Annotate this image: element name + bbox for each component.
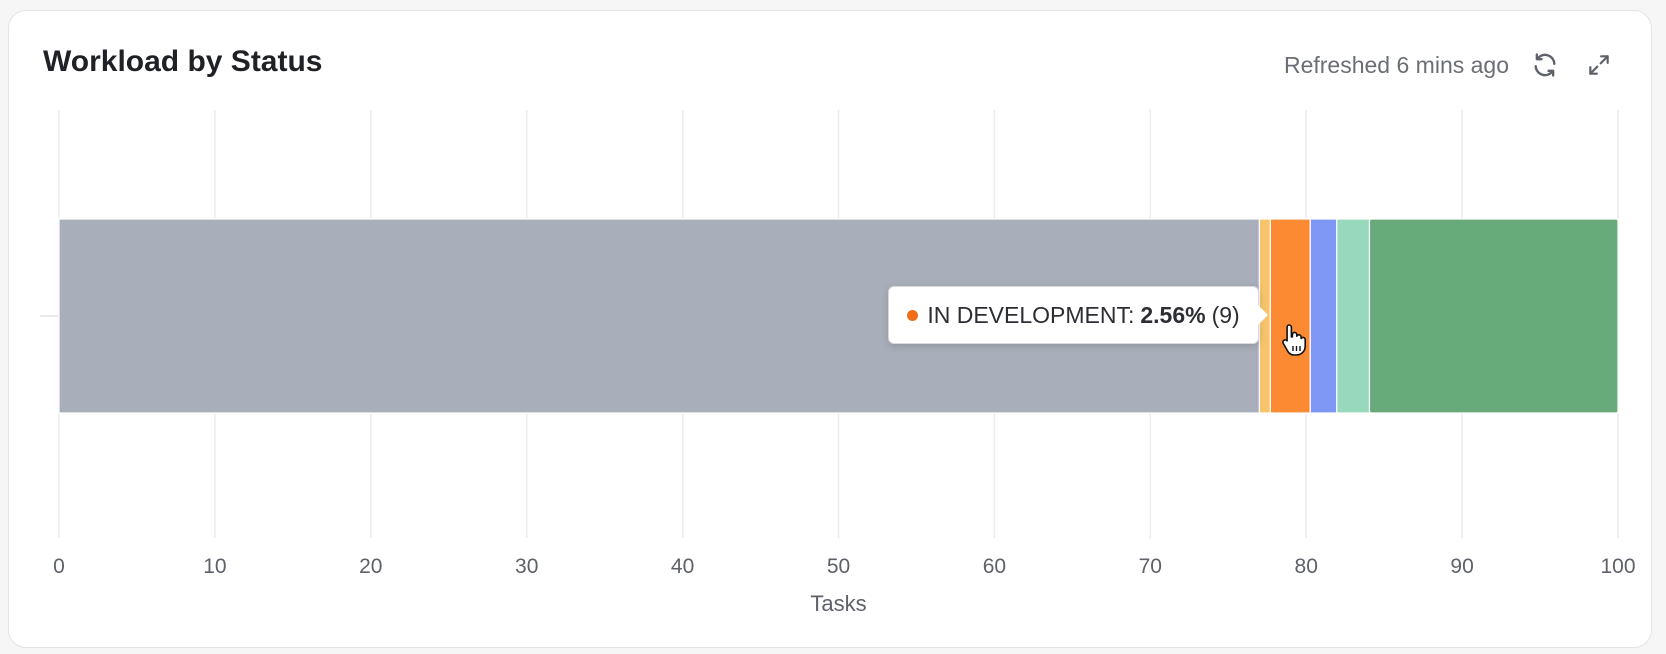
x-tick-label: 90	[1450, 555, 1473, 578]
x-tick-label: 80	[1295, 555, 1318, 578]
x-tick-label: 40	[671, 555, 694, 578]
x-tick-label: 70	[1139, 555, 1162, 578]
tooltip-color-dot	[907, 309, 919, 321]
tooltip-label: IN DEVELOPMENT:	[927, 301, 1135, 328]
refresh-button[interactable]	[1527, 47, 1563, 83]
x-tick-label: 50	[827, 555, 850, 578]
bar-segment-5[interactable]	[1368, 218, 1619, 414]
x-axis-title: Tasks	[810, 591, 866, 616]
x-tick-label: 0	[53, 555, 65, 578]
card-header-actions: Refreshed 6 mins ago	[1284, 47, 1617, 83]
tooltip-count: (9)	[1211, 301, 1240, 328]
x-tick-label: 60	[983, 555, 1006, 578]
bar-segment-3[interactable]	[1309, 218, 1338, 414]
card-title: Workload by Status	[43, 45, 323, 78]
x-tick-label: 20	[359, 555, 382, 578]
expand-button[interactable]	[1581, 47, 1617, 83]
hand-cursor-icon	[1282, 324, 1307, 356]
bar-segment-4[interactable]	[1336, 218, 1371, 414]
refresh-icon	[1534, 53, 1556, 77]
x-tick-label: 10	[203, 555, 226, 578]
bar-segment-in-development[interactable]	[1269, 218, 1311, 414]
refreshed-timestamp: Refreshed 6 mins ago	[1283, 51, 1509, 78]
bar-tooltip: IN DEVELOPMENT: 2.56% (9)	[888, 286, 1269, 344]
expand-icon	[1589, 55, 1609, 75]
tooltip-percent: 2.56%	[1140, 301, 1206, 328]
x-tick-label: 100	[1600, 555, 1635, 578]
x-tick-label: 30	[515, 555, 538, 578]
